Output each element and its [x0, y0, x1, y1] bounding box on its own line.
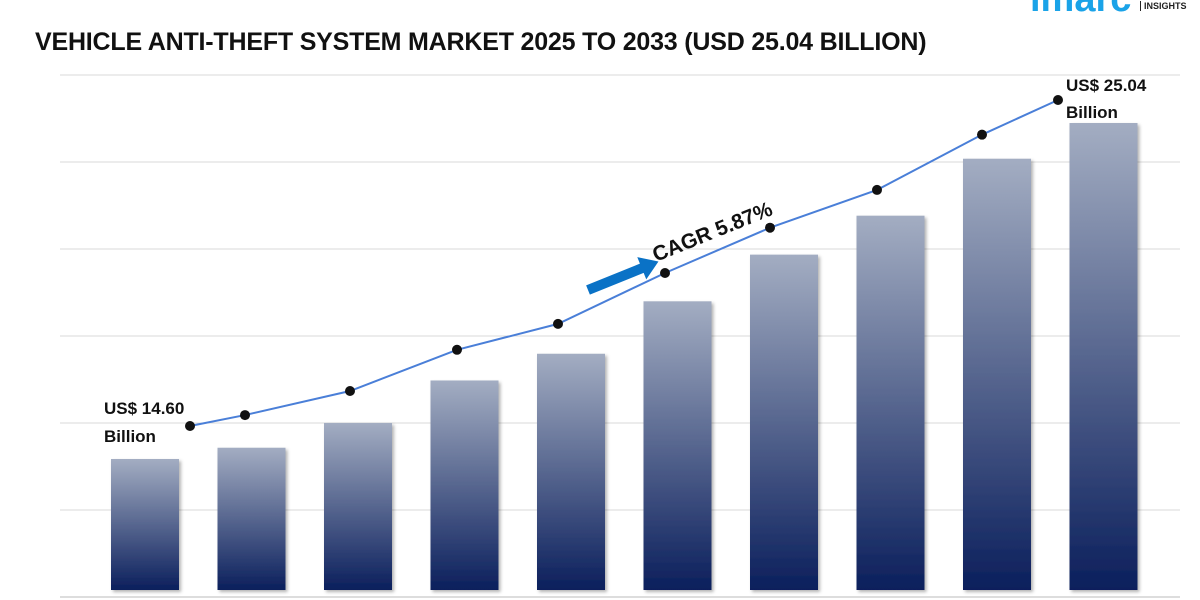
start-label-line1: US$ 14.60	[104, 399, 184, 418]
chart-title: VEHICLE ANTI-THEFT SYSTEM MARKET 2025 TO…	[35, 28, 927, 56]
bar-2025	[217, 447, 286, 590]
point-2027	[452, 344, 462, 355]
point-2030	[765, 222, 775, 233]
x-tick-2030: 2030	[765, 597, 803, 600]
x-tick-2032: 2032	[978, 597, 1016, 600]
bar-2024	[111, 459, 179, 590]
x-tick-2027: 2027	[446, 597, 484, 600]
x-tick-2026: 2026	[339, 597, 377, 600]
point-2032	[977, 129, 987, 140]
point-2033	[1053, 95, 1063, 105]
x-tick-2024: 2024	[126, 597, 164, 600]
point-2025	[240, 410, 250, 421]
bar-2027	[430, 380, 499, 590]
x-tick-2033: 2033	[1085, 597, 1123, 600]
point-2026	[345, 386, 355, 397]
end-label-line1: US$ 25.04	[1066, 76, 1147, 95]
end-label-line2: Billion	[1066, 103, 1118, 122]
bar-2031	[856, 215, 925, 591]
bar-2028	[537, 353, 605, 590]
x-tick-2028: 2028	[552, 597, 590, 600]
bar-2029	[643, 301, 712, 590]
point-2029	[660, 267, 670, 278]
point-2024	[185, 421, 195, 431]
bar-2032	[963, 158, 1031, 591]
cagr-arrow-icon	[586, 257, 659, 295]
start-label-line2: Billion	[104, 427, 156, 446]
bar-2033	[1069, 123, 1138, 590]
point-2031	[872, 184, 882, 195]
bar-2026	[324, 422, 392, 590]
logo-subtext: INSIGHTS	[1140, 1, 1187, 11]
bar-2030	[750, 254, 818, 590]
x-tick-2031: 2031	[872, 597, 910, 600]
point-2028	[553, 318, 563, 329]
trend-line	[189, 99, 1059, 427]
x-tick-2025: 2025	[233, 597, 271, 600]
imarc-logo: imarc	[1030, 0, 1131, 21]
x-tick-2029: 2029	[659, 597, 697, 600]
